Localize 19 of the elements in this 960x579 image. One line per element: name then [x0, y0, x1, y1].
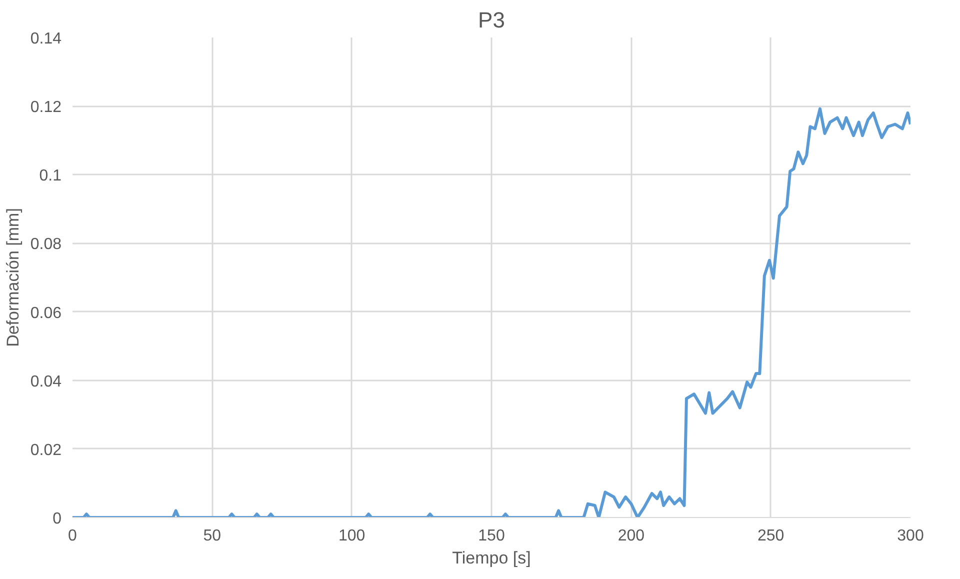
y-tick-label: 0.06 — [30, 304, 62, 322]
y-axis-title: Deformación [mm] — [3, 208, 22, 347]
x-tick-label: 50 — [203, 528, 222, 544]
x-tick-label: 0 — [68, 528, 78, 544]
x-tick-label: 150 — [478, 528, 505, 544]
y-tick-label: 0 — [52, 510, 62, 528]
line-series — [72, 107, 910, 518]
y-tick-label: 0.04 — [30, 373, 62, 390]
x-tick-label: 250 — [757, 528, 784, 544]
y-tick-label: 0.12 — [30, 99, 62, 116]
x-axis-title: Tiempo [s] — [452, 548, 531, 568]
x-tick-label: 300 — [897, 528, 924, 544]
y-tick-label: 0.08 — [30, 236, 62, 254]
x-tick-label: 100 — [338, 528, 366, 544]
chart-title: P3 — [478, 8, 505, 32]
x-tick-label: 200 — [618, 528, 645, 544]
y-tick-label: 0.14 — [30, 30, 62, 48]
y-tick-label: 0.02 — [30, 442, 62, 459]
y-tick-label: 0.1 — [39, 168, 62, 185]
